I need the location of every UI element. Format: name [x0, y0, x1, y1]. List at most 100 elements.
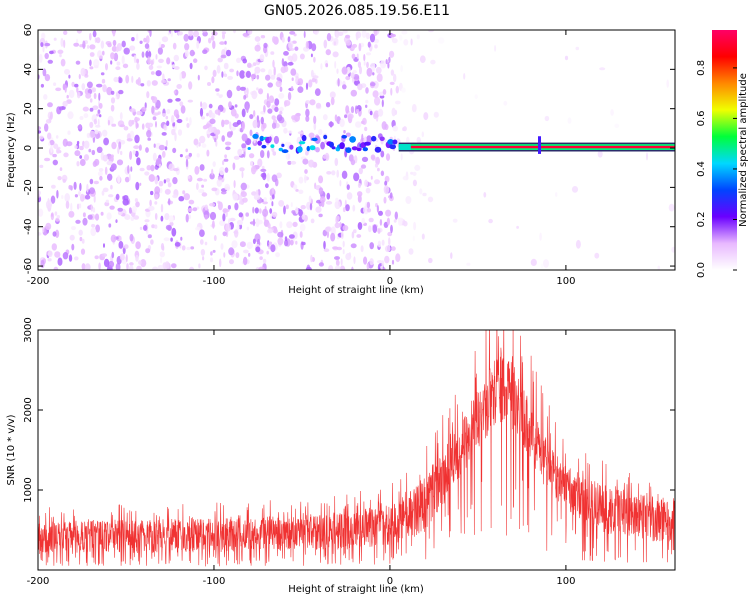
spectrogram-speckle [217, 201, 223, 211]
spectrogram-speckle [382, 89, 387, 95]
spectrogram-speckle [365, 104, 368, 109]
spectrogram-speckle [249, 221, 256, 225]
spectrogram-speckle [134, 198, 138, 203]
spectrogram-speckle [94, 158, 100, 166]
spectrogram-speckle [666, 79, 669, 88]
spectrogram-speckle [79, 145, 84, 151]
spectrogram-speckle [364, 179, 368, 187]
spectrogram-speckle [428, 257, 433, 264]
spectrogram-speckle [259, 54, 265, 62]
spectrogram-speckle [196, 177, 203, 182]
colorbar-ticks: 0.0 0.2 0.4 0.6 0.8 [696, 60, 737, 278]
spectrogram-speckle [228, 247, 235, 256]
spectrogram-speckle [353, 229, 357, 234]
spectrogram-speckle [350, 72, 355, 79]
spectrogram-speckle [154, 193, 159, 200]
spectrogram-speckle [271, 115, 276, 120]
spectrogram-speckle [224, 40, 227, 45]
spectrogram-speckle [236, 57, 241, 63]
spectrogram-speckle [222, 160, 225, 166]
spectrogram-speckle [99, 55, 103, 59]
spectrogram-speckle [144, 171, 150, 176]
spectrogram-speckle [361, 217, 366, 225]
spectrogram-speckle [279, 221, 283, 229]
spectrogram-speckle [132, 149, 136, 155]
spectrogram-speckle [357, 182, 362, 188]
spectrogram-speckle [241, 143, 247, 149]
spectrogram-speckle [89, 52, 95, 57]
spectrogram-speckle [177, 129, 183, 136]
spectrogram-speckle [84, 194, 91, 200]
carrier-onset [398, 144, 411, 150]
spectrogram-speckle [320, 141, 325, 150]
spectrogram-speckle [118, 241, 124, 249]
spectrogram-speckle [102, 154, 108, 162]
spectrogram-speckle [119, 140, 126, 145]
spectrogram-speckle [575, 46, 580, 51]
spectrogram-speckle [185, 213, 189, 223]
spectrogram-speckle [248, 252, 251, 257]
spectrogram-speckle [313, 56, 316, 63]
spectrogram-speckle [297, 131, 304, 135]
spectrogram-speckle [226, 89, 233, 99]
spectrogram-x-label: Height of straight line (km) [288, 285, 424, 296]
spectrogram-speckle [89, 32, 92, 41]
spectrogram-speckle [160, 243, 165, 251]
spectrogram-speckle [355, 121, 362, 128]
spectrogram-speckle [393, 219, 397, 223]
spectrogram-speckle [68, 89, 75, 99]
spectrogram-speckle [52, 153, 57, 158]
spectrogram-speckle [284, 239, 289, 247]
spectrogram-speckle [123, 244, 129, 250]
spectrogram-speckle [91, 223, 96, 228]
spectrogram-speckle [157, 47, 163, 55]
spectrogram-speckle [198, 263, 201, 269]
spectrogram-speckle [377, 228, 381, 234]
spectrogram-speckle [268, 69, 273, 76]
spectrogram-speckle [138, 260, 142, 265]
spectrogram-speckle [242, 197, 248, 203]
spectrogram-speckle [203, 124, 209, 130]
spectrogram-speckle [94, 213, 100, 221]
spectrogram-speckle [305, 151, 309, 156]
spectrogram-speckle [322, 229, 328, 237]
spectrogram-speckle [166, 108, 171, 115]
spectrogram-speckle [555, 192, 558, 197]
spectrogram-speckle [89, 107, 94, 112]
spectrogram-speckle [377, 240, 382, 248]
spectrogram-speckle [65, 200, 70, 209]
spectrogram-speckle [274, 106, 279, 113]
spectrogram-speckle [224, 154, 228, 158]
spectrogram-speckle [76, 91, 81, 99]
spectrogram-speckle [342, 207, 346, 213]
spectrogram-speckle [270, 74, 276, 80]
spectrogram-speckle [250, 73, 257, 79]
spectrogram-speckle [345, 204, 350, 212]
spectrogram-speckle [397, 217, 404, 222]
spectrogram-speckle [160, 79, 167, 84]
spectrogram-speckle [372, 72, 375, 76]
spectrogram-speckle [430, 59, 436, 65]
spectrogram-speckle [42, 68, 47, 77]
spectrogram-speckle [305, 41, 309, 49]
spectrogram-speckle [271, 194, 275, 200]
spectrogram-speckle [313, 115, 317, 125]
spectrogram-speckle [238, 212, 243, 218]
spectrogram-speckle [300, 205, 306, 210]
spectrogram-speckle [211, 112, 216, 119]
spectrogram-speckle [433, 111, 439, 118]
spectrogram-speckle [162, 150, 166, 158]
spectrogram-speckle [144, 43, 150, 49]
spectrogram-speckle [144, 219, 150, 223]
spectrogram-speckle [48, 142, 51, 146]
spectrogram-speckle [126, 138, 133, 142]
spectrogram-speckle [200, 248, 206, 256]
spectrogram-speckle [271, 201, 274, 207]
y-tick-label: 2000 [23, 397, 34, 422]
spectrogram-speckle [373, 30, 378, 37]
spectrogram-speckle [38, 232, 42, 236]
spectrogram-speckle [335, 197, 339, 202]
spectrogram-speckle [45, 222, 52, 231]
spectrogram-speckle [366, 201, 371, 209]
snr-y-ticks: 3000 2000 1000 [23, 317, 675, 503]
